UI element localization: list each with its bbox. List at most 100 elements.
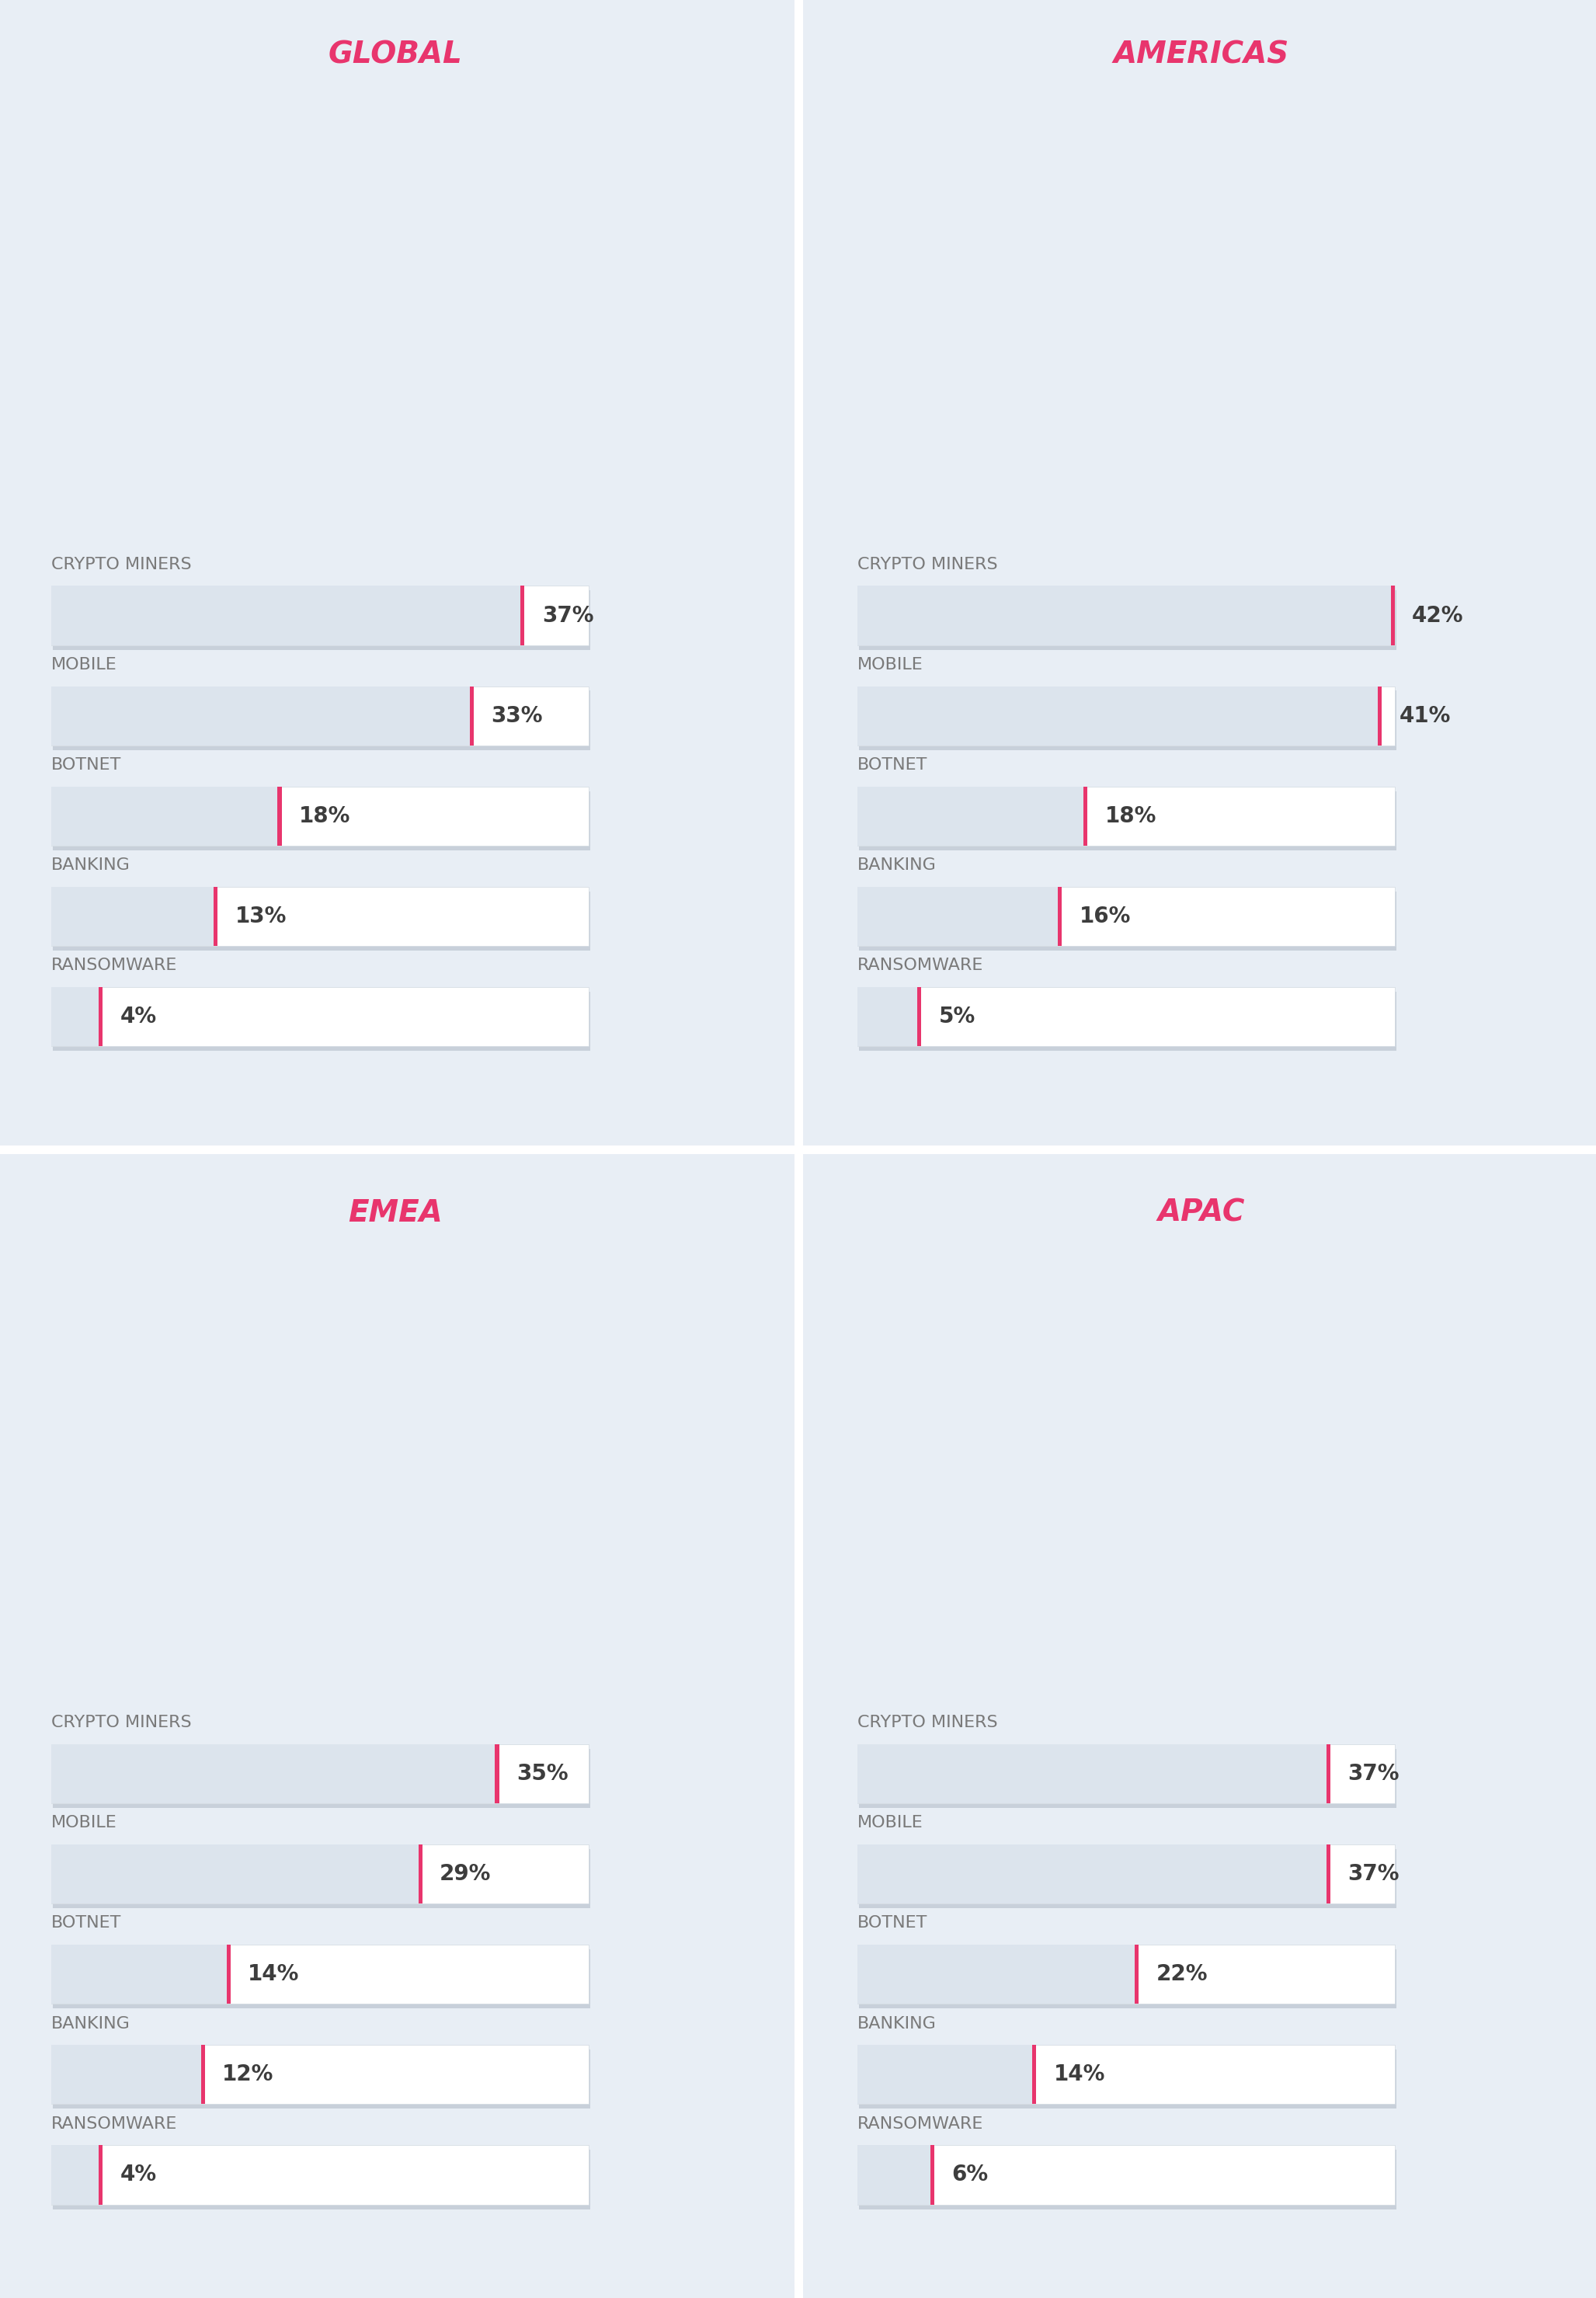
Bar	[857, 786, 1395, 846]
Bar	[1390, 586, 1395, 646]
Bar	[1135, 1944, 1138, 2004]
Text: BANKING: BANKING	[857, 857, 937, 873]
Bar	[51, 1744, 500, 1804]
Bar	[51, 687, 474, 745]
Bar	[53, 791, 591, 850]
Bar	[857, 2045, 1036, 2105]
Bar	[857, 988, 921, 1046]
Text: BOTNET: BOTNET	[857, 758, 927, 772]
Text: 37%: 37%	[1349, 1763, 1400, 1786]
Bar	[53, 993, 591, 1050]
Bar	[859, 1749, 1396, 1809]
Bar	[930, 2146, 934, 2204]
Text: 37%: 37%	[543, 604, 594, 627]
Text: 4%: 4%	[120, 1007, 156, 1027]
Bar	[857, 1944, 1395, 2004]
Text: CRYPTO MINERS: CRYPTO MINERS	[51, 556, 192, 572]
Bar	[214, 887, 217, 947]
Bar	[51, 887, 589, 947]
Bar	[857, 887, 1061, 947]
Text: RANSOMWARE: RANSOMWARE	[857, 2116, 983, 2133]
Bar	[418, 1845, 423, 1903]
Bar	[1326, 1845, 1331, 1903]
Bar	[859, 1850, 1396, 1907]
Text: EMEA: EMEA	[348, 1197, 442, 1227]
Bar	[495, 1744, 500, 1804]
Text: MOBILE: MOBILE	[857, 1815, 922, 1832]
Bar	[51, 1845, 589, 1903]
Bar	[857, 1845, 1331, 1903]
Text: BOTNET: BOTNET	[51, 1917, 121, 1930]
Bar	[53, 591, 591, 650]
Bar	[918, 988, 921, 1046]
Bar	[859, 591, 1396, 650]
Text: BOTNET: BOTNET	[51, 758, 121, 772]
Bar	[227, 1944, 230, 2004]
Text: 41%: 41%	[1400, 705, 1451, 726]
Bar	[1058, 887, 1061, 947]
Bar	[53, 2050, 591, 2110]
Text: BANKING: BANKING	[857, 2015, 937, 2031]
Bar	[859, 791, 1396, 850]
Text: 35%: 35%	[517, 1763, 568, 1786]
Text: CRYPTO MINERS: CRYPTO MINERS	[857, 1714, 998, 1730]
Bar	[51, 586, 589, 646]
Bar	[51, 1845, 423, 1903]
Bar	[1326, 1744, 1331, 1804]
Text: RANSOMWARE: RANSOMWARE	[857, 958, 983, 974]
Bar	[857, 1845, 1395, 1903]
Bar	[278, 786, 281, 846]
Text: 16%: 16%	[1079, 905, 1132, 928]
Text: 37%: 37%	[1349, 1864, 1400, 1884]
Text: 18%: 18%	[1104, 804, 1157, 827]
Text: CRYPTO MINERS: CRYPTO MINERS	[51, 1714, 192, 1730]
Text: 29%: 29%	[439, 1864, 492, 1884]
Bar	[857, 2146, 1395, 2204]
Bar	[51, 1744, 589, 1804]
Bar	[857, 1744, 1395, 1804]
Text: 12%: 12%	[222, 2064, 275, 2087]
Bar	[53, 1949, 591, 2008]
Bar	[857, 1744, 1331, 1804]
Text: AMERICAS: AMERICAS	[1112, 39, 1290, 69]
Bar	[51, 786, 589, 846]
Bar	[53, 692, 591, 749]
Bar	[857, 786, 1087, 846]
Bar	[857, 887, 1395, 947]
Text: 14%: 14%	[247, 1962, 300, 1985]
Bar	[201, 2045, 204, 2105]
Bar	[53, 1749, 591, 1809]
Bar	[859, 1949, 1396, 2008]
Bar	[1084, 786, 1087, 846]
Bar	[857, 586, 1395, 646]
Bar	[51, 586, 525, 646]
Bar	[51, 1944, 589, 2004]
Bar	[51, 887, 217, 947]
Bar	[53, 2151, 591, 2208]
Bar	[1377, 687, 1382, 745]
Text: 33%: 33%	[492, 705, 543, 726]
Bar	[859, 993, 1396, 1050]
Bar	[857, 586, 1395, 646]
Text: RANSOMWARE: RANSOMWARE	[51, 958, 177, 974]
Bar	[520, 586, 525, 646]
Bar	[51, 2045, 204, 2105]
Bar	[51, 2146, 589, 2204]
Bar	[51, 786, 281, 846]
Bar	[859, 2151, 1396, 2208]
Text: MOBILE: MOBILE	[857, 657, 922, 673]
Bar	[53, 892, 591, 951]
Text: 22%: 22%	[1156, 1962, 1208, 1985]
Text: 4%: 4%	[120, 2165, 156, 2185]
Text: BANKING: BANKING	[51, 2015, 131, 2031]
Bar	[51, 687, 589, 745]
Bar	[1033, 2045, 1036, 2105]
Text: 42%: 42%	[1412, 604, 1464, 627]
Text: BANKING: BANKING	[51, 857, 131, 873]
Bar	[859, 692, 1396, 749]
Bar	[51, 1944, 230, 2004]
Text: 13%: 13%	[235, 905, 287, 928]
Bar	[859, 892, 1396, 951]
Bar	[857, 2045, 1395, 2105]
Text: 6%: 6%	[951, 2165, 988, 2185]
